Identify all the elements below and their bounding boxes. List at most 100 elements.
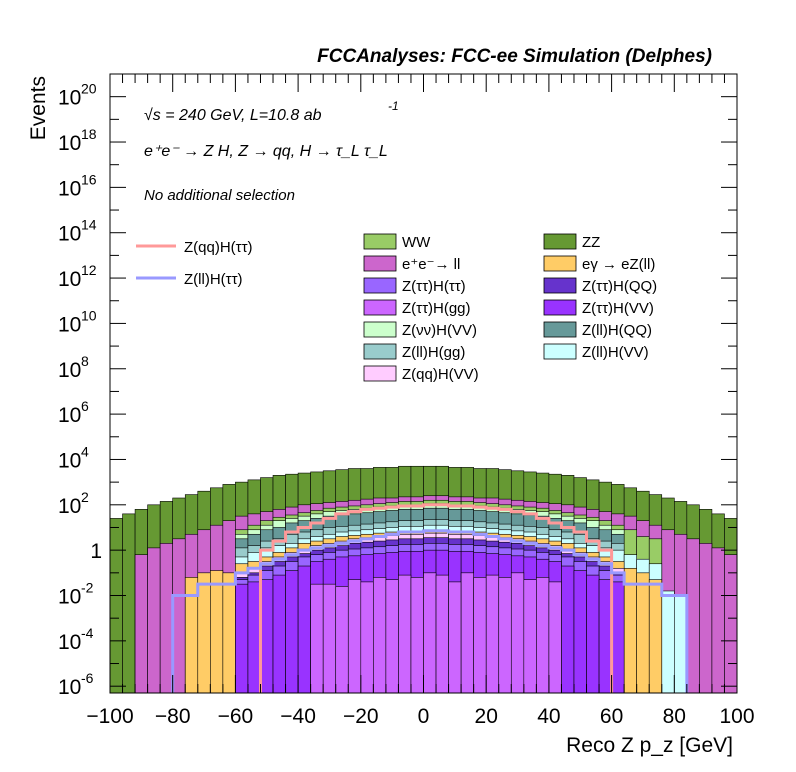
legend-fill-entry: Z(ll)H(gg)	[363, 343, 465, 361]
x-tick-label: −100	[86, 705, 133, 728]
bar	[210, 570, 224, 693]
y-tick-exponent: 10	[81, 307, 97, 323]
bar	[335, 586, 349, 693]
y-tick-exponent: 12	[81, 262, 97, 278]
bar	[636, 572, 650, 693]
svg-text:√s = 240 GeV, L=10.8 ab: √s = 240 GeV, L=10.8 ab	[144, 107, 322, 124]
bar	[448, 581, 462, 693]
legend-fill-entry: e⁺e⁻→ ll	[363, 255, 460, 273]
legend-fill-entry: Z(ττ)H(QQ)	[543, 277, 657, 295]
y-tick-exponent: -2	[81, 580, 94, 596]
y-tick-exponent: 2	[81, 489, 89, 505]
bar	[122, 513, 136, 693]
bar	[498, 577, 512, 693]
bar	[423, 572, 437, 693]
bar	[686, 538, 700, 693]
x-tick-label: 80	[663, 705, 686, 728]
legend-swatch	[363, 255, 397, 272]
chart-title: FCCAnalyses: FCC-ee Simulation (Delphes)	[317, 46, 712, 67]
y-tick-base: 10	[58, 132, 81, 155]
bar	[586, 574, 600, 693]
y-tick-base: 10	[58, 449, 81, 472]
x-axis-ticks: −100 −80 −60 −40 −20 0 20 40 60 80 100	[86, 74, 755, 728]
legend-label: ZZ	[582, 234, 600, 251]
legend-label: Z(ττ)H(VV)	[582, 300, 654, 317]
y-tick-label: 10 14	[58, 217, 97, 246]
x-tick-label: −60	[218, 705, 254, 728]
bar	[159, 543, 174, 693]
legend-swatch	[543, 277, 577, 294]
legend-label: Z(ττ)H(QQ)	[582, 278, 657, 295]
y-tick-base: 10	[58, 87, 81, 110]
legend-swatch	[363, 365, 397, 382]
x-tick-label: 60	[600, 705, 623, 728]
y-tick-base: 10	[58, 631, 81, 654]
bar	[347, 579, 362, 693]
bar	[435, 574, 449, 693]
x-tick-label: 40	[537, 705, 560, 728]
bar	[648, 579, 663, 693]
bar	[673, 595, 688, 693]
legend-fill-entry: Z(νν)H(VV)	[363, 321, 477, 339]
annotation-selection: No additional selection	[144, 187, 295, 204]
bar	[536, 577, 550, 693]
stacked-histograms	[110, 465, 737, 693]
bar	[110, 518, 123, 693]
x-tick-label: −40	[280, 705, 316, 728]
x-axis-label: Reco Z p_z [GeV]	[566, 734, 733, 757]
signal-line	[258, 503, 614, 693]
y-tick-exponent: 18	[81, 126, 97, 142]
bar	[473, 577, 487, 693]
bar	[134, 554, 148, 693]
y-tick-base: 10	[58, 223, 81, 246]
y-tick-base: 10	[58, 313, 81, 336]
bar	[197, 572, 211, 693]
legend-fill-entry: ZZ	[543, 233, 600, 251]
bar	[661, 590, 675, 693]
legend: Z(qq)H(ττ) Z(ll)H(ττ) WW ZZ e⁺e⁻→ ll eγ → eZ(…	[136, 233, 657, 383]
y-tick-base: 10	[58, 404, 81, 427]
legend-label: Z(ττ)H(gg)	[402, 300, 471, 317]
bar	[561, 565, 575, 693]
bar	[724, 554, 737, 693]
bar	[523, 579, 537, 693]
legend-swatch	[543, 255, 577, 272]
y-tick-label: 10 4	[58, 443, 89, 472]
bar	[485, 574, 500, 693]
y-tick-label: 10 8	[58, 353, 89, 382]
legend-label: Z(qq)H(VV)	[402, 366, 479, 383]
legend-swatch	[543, 343, 577, 360]
stack-12-series	[310, 572, 562, 693]
legend-swatch	[363, 233, 397, 250]
bar	[573, 570, 587, 693]
x-tick-label: 100	[719, 705, 754, 728]
bar	[285, 570, 299, 693]
legend-fill-entry: WW	[363, 233, 431, 251]
y-tick-base: 10	[58, 495, 81, 518]
y-tick-base: 10	[58, 676, 81, 699]
y-tick-label: 10 12	[58, 262, 97, 291]
bar	[510, 572, 525, 693]
bar	[699, 543, 713, 693]
legend-line-label: Z(qq)H(ττ)	[184, 239, 253, 256]
y-tick-label: 10 -6	[58, 670, 94, 699]
y-tick-exponent: 4	[81, 443, 89, 459]
y-tick-base: 10	[58, 268, 81, 291]
signal-line	[171, 529, 689, 693]
legend-label: Z(ll)H(QQ)	[582, 322, 652, 339]
bar	[260, 579, 274, 693]
energy-exponent: -1	[388, 99, 399, 113]
signal-histograms	[171, 503, 689, 693]
bar	[322, 583, 337, 693]
y-tick-exponent: 16	[81, 171, 97, 187]
x-tick-label: −80	[155, 705, 191, 728]
legend-fill-entry: eγ → eZ(ll)	[543, 255, 655, 273]
y-tick-label: 10 -4	[58, 625, 94, 654]
y-tick-label: 10 18	[58, 126, 97, 155]
bar	[310, 583, 324, 693]
bar	[398, 574, 412, 693]
annotation-energy: √s = 240 GeV, L=10.8 ab -1	[144, 99, 399, 124]
energy-text: √s = 240 GeV, L=10.8 ab	[144, 107, 322, 124]
annotation-process: e⁺e⁻ → Z H, Z → qq, H → τ_L τ_L	[144, 143, 388, 160]
